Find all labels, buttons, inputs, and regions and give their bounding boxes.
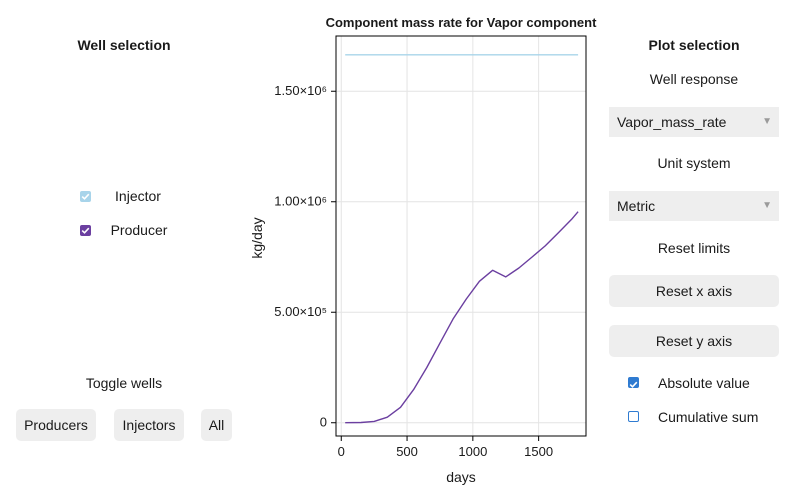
producer-series-line: [345, 211, 579, 424]
y-axis-label: kg/day: [249, 217, 265, 258]
cumulative-sum-checkbox[interactable]: [628, 411, 639, 422]
injectors-button[interactable]: Injectors: [114, 409, 184, 441]
reset-x-axis-button[interactable]: Reset x axis: [609, 275, 779, 307]
chevron-down-icon: ▼: [762, 200, 772, 211]
x-tick-label: 500: [396, 444, 418, 459]
unit-system-value: Metric: [617, 198, 656, 214]
x-tick-label: 1000: [458, 444, 487, 459]
plot-area-frame: [335, 35, 587, 437]
unit-system-label: Unit system: [657, 155, 731, 171]
chart-title: Component mass rate for Vapor component: [326, 15, 598, 30]
absolute-value-checkbox[interactable]: [628, 377, 639, 388]
y-tick-label: 1.00×10⁶: [274, 194, 327, 209]
y-tick-label: 5.00×10⁵: [274, 304, 327, 319]
x-axis-label: days: [446, 469, 476, 485]
well-response-dropdown[interactable]: Vapor_mass_rate ▼: [609, 107, 779, 137]
injector-checkbox[interactable]: [80, 191, 91, 202]
all-button[interactable]: All: [201, 409, 232, 441]
well-selection-title: Well selection: [77, 37, 171, 53]
toggle-wells-title: Toggle wells: [85, 375, 163, 391]
producer-checkbox[interactable]: [80, 225, 91, 236]
plot-selection-title: Plot selection: [648, 37, 740, 53]
y-tick-label: 0: [320, 415, 327, 430]
chevron-down-icon: ▼: [762, 116, 772, 127]
reset-y-axis-button[interactable]: Reset y axis: [609, 325, 779, 357]
unit-system-dropdown[interactable]: Metric ▼: [609, 191, 779, 221]
x-tick-label: 1500: [524, 444, 553, 459]
cumulative-sum-label: Cumulative sum: [658, 409, 759, 425]
injector-label: Injector: [115, 188, 161, 204]
y-tick-label: 1.50×10⁶: [274, 83, 327, 98]
producer-label: Producer: [110, 222, 168, 238]
well-response-label: Well response: [649, 71, 739, 87]
producers-button[interactable]: Producers: [16, 409, 96, 441]
reset-limits-label: Reset limits: [657, 240, 731, 256]
well-response-value: Vapor_mass_rate: [617, 114, 727, 130]
absolute-value-label: Absolute value: [658, 375, 750, 391]
x-tick-label: 0: [338, 444, 345, 459]
